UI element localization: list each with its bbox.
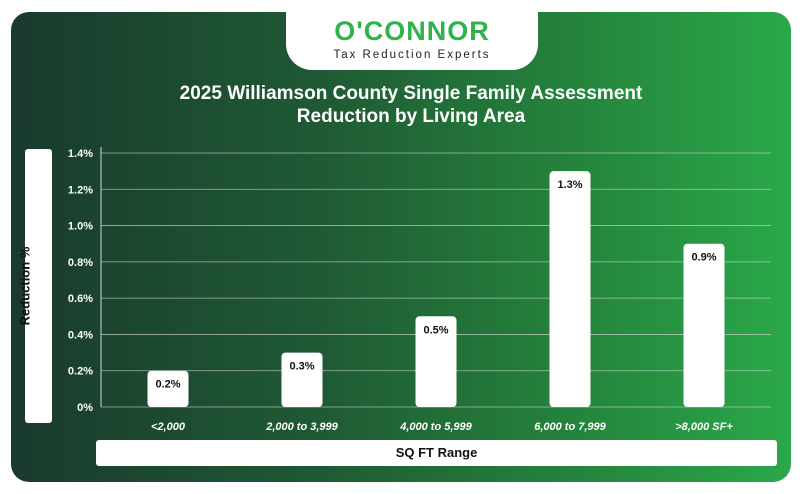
bar: [281, 352, 323, 407]
y-tick-label: 0.6%: [68, 293, 93, 305]
y-tick-label: 1.2%: [68, 184, 93, 196]
data-label: 0.9%: [691, 252, 716, 264]
chart-title: 2025 Williamson County Single Family Ass…: [111, 82, 711, 128]
y-axis-label-box: [25, 149, 52, 423]
brand-name: O'CONNOR: [334, 16, 490, 46]
x-tick-label: >8,000 SF+: [675, 421, 733, 433]
y-tick-label: 0%: [77, 402, 93, 414]
chart-title-line-1: 2025 Williamson County Single Family Ass…: [179, 83, 643, 104]
bar: [415, 316, 457, 407]
brand-tagline: Tax Reduction Experts: [333, 49, 491, 61]
x-axis-label: SQ FT Range: [96, 440, 777, 466]
y-tick-label: 0.2%: [68, 366, 93, 378]
data-label: 1.3%: [557, 179, 582, 191]
x-tick-label: 4,000 to 5,999: [399, 421, 472, 433]
y-tick-label: 1.0%: [68, 221, 93, 233]
x-tick-label: 2,000 to 3,999: [265, 421, 338, 433]
y-tick-label: 1.4%: [68, 148, 93, 160]
data-label: 0.2%: [155, 379, 180, 391]
bar: [683, 243, 725, 407]
y-tick-label: 0.8%: [68, 257, 93, 269]
plot-area: 0% 0.2% 0.4% 0.6% 0.8% 1.0% 1.2% 1.4% 0.2% <2,000…: [68, 147, 771, 433]
chart-card: O'CONNOR Tax Reduction Experts 2025 Will…: [11, 12, 791, 482]
x-tick-label: <2,000: [151, 421, 186, 433]
data-label: 0.3%: [289, 361, 314, 373]
bar: [147, 370, 189, 407]
x-tick-label: 6,000 to 7,999: [534, 421, 606, 433]
bar: [549, 171, 591, 407]
y-tick-label: 0.4%: [68, 329, 93, 341]
chart-title-line-2: Reduction by Living Area: [296, 106, 526, 127]
brand-logo: O'CONNOR Tax Reduction Experts: [286, 12, 538, 70]
data-label: 0.5%: [423, 324, 448, 336]
